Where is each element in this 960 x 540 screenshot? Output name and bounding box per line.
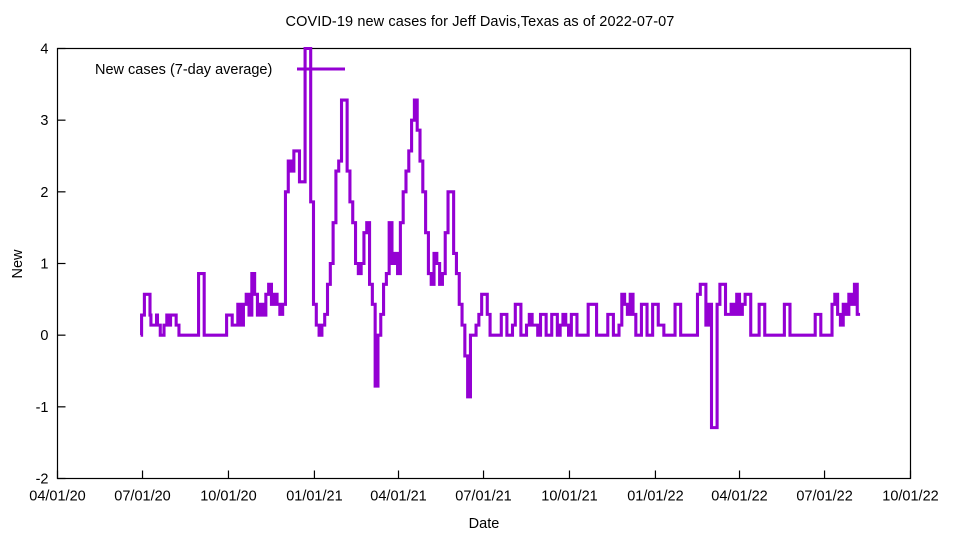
chart-title: COVID-19 new cases for Jeff Davis,Texas … xyxy=(285,14,675,30)
x-tick-label: 01/01/21 xyxy=(286,489,342,505)
x-tick-label: 07/01/20 xyxy=(114,489,170,505)
x-tick-label: 01/01/22 xyxy=(627,489,683,505)
x-tick-label: 10/01/22 xyxy=(882,489,938,505)
x-axis-ticks: 04/01/20 07/01/20 10/01/20 01/01/21 04/01/21… xyxy=(29,470,939,505)
legend-label-new-cases: New cases (7-day average) xyxy=(95,62,272,78)
y-tick-label: 2 xyxy=(40,185,48,201)
x-tick-label: 04/01/22 xyxy=(711,489,767,505)
y-axis-ticks: -2 -1 0 1 2 3 4 xyxy=(36,42,66,488)
data-series-group xyxy=(140,46,861,430)
y-tick-label: 4 xyxy=(40,42,48,58)
plot-frame xyxy=(56,47,912,480)
x-axis-label: Date xyxy=(469,516,500,532)
x-tick-label: 07/01/21 xyxy=(455,489,511,505)
y-tick-label: 3 xyxy=(40,113,48,129)
x-tick-label: 07/01/22 xyxy=(796,489,852,505)
x-tick-label: 04/01/20 xyxy=(29,489,85,505)
series-line-new-cases xyxy=(140,46,861,430)
chart-legend: New cases (7-day average) xyxy=(95,62,345,78)
x-tick-label: 10/01/20 xyxy=(200,489,256,505)
x-tick-label: 10/01/21 xyxy=(541,489,597,505)
y-tick-label: 1 xyxy=(40,257,48,273)
y-tick-label: -2 xyxy=(36,472,49,488)
x-tick-label: 04/01/21 xyxy=(370,489,426,505)
y-tick-label: -1 xyxy=(36,400,49,416)
y-axis-label: New xyxy=(10,249,26,279)
y-tick-label: 0 xyxy=(40,328,48,344)
